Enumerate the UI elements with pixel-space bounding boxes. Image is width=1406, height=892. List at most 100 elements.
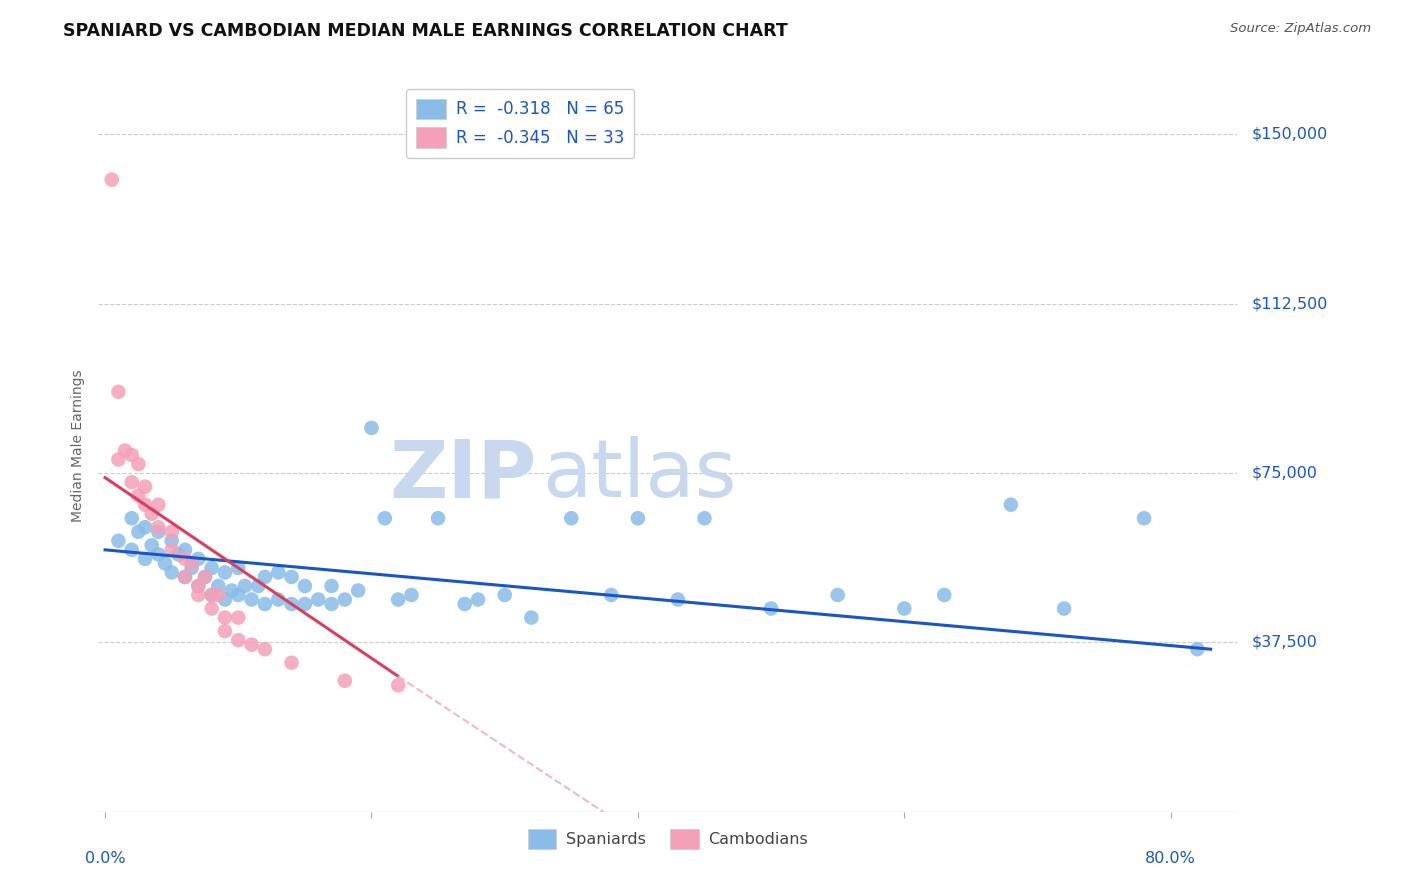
Text: $75,000: $75,000 [1251,466,1317,481]
Point [387,678,409,692]
Point [280,570,302,584]
Point [253,570,276,584]
Point [280,656,302,670]
Point [347,583,370,598]
Point [560,511,582,525]
Point [187,588,209,602]
Point [167,547,190,561]
Text: SPANIARD VS CAMBODIAN MEDIAN MALE EARNINGS CORRELATION CHART: SPANIARD VS CAMBODIAN MEDIAN MALE EARNIN… [63,22,787,40]
Point [627,511,650,525]
Point [153,557,176,571]
Text: $112,500: $112,500 [1251,296,1327,311]
Point [141,507,163,521]
Y-axis label: Median Male Earnings: Median Male Earnings [72,369,86,523]
Point [107,452,129,467]
Point [174,542,197,557]
Point [148,524,170,539]
Text: 0.0%: 0.0% [84,851,125,865]
Point [374,511,396,525]
Point [121,511,143,525]
Point [454,597,477,611]
Point [360,421,382,435]
Point [100,172,122,186]
Point [160,524,183,539]
Point [187,552,209,566]
Point [187,579,209,593]
Legend: Spaniards, Cambodians: Spaniards, Cambodians [522,822,814,855]
Point [1053,601,1076,615]
Point [194,570,217,584]
Point [333,673,356,688]
Point [127,489,149,503]
Text: ZIP: ZIP [389,436,537,515]
Point [174,570,197,584]
Point [1000,498,1022,512]
Point [307,592,329,607]
Point [321,597,343,611]
Point [107,533,129,548]
Point [247,579,270,593]
Point [280,597,302,611]
Point [427,511,450,525]
Point [174,552,197,566]
Text: atlas: atlas [543,436,737,515]
Point [121,475,143,489]
Point [267,566,290,580]
Text: $150,000: $150,000 [1251,127,1327,142]
Point [180,561,202,575]
Point [201,588,224,602]
Point [214,592,236,607]
Point [226,633,249,648]
Point [148,498,170,512]
Point [201,561,224,575]
Text: Source: ZipAtlas.com: Source: ZipAtlas.com [1230,22,1371,36]
Point [187,579,209,593]
Point [520,610,543,624]
Point [207,588,229,602]
Point [1133,511,1156,525]
Point [174,570,197,584]
Text: $37,500: $37,500 [1251,635,1317,650]
Point [134,520,156,534]
Point [214,566,236,580]
Point [467,592,489,607]
Point [387,592,409,607]
Point [160,542,183,557]
Point [160,566,183,580]
Point [194,570,217,584]
Point [253,597,276,611]
Point [127,524,149,539]
Point [267,592,290,607]
Point [134,552,156,566]
Point [221,583,243,598]
Point [600,588,623,602]
Point [226,610,249,624]
Point [127,457,149,471]
Point [121,448,143,462]
Point [214,610,236,624]
Point [160,533,183,548]
Point [294,579,316,593]
Point [1187,642,1209,657]
Point [333,592,356,607]
Point [494,588,516,602]
Point [107,384,129,399]
Point [253,642,276,657]
Point [141,538,163,552]
Point [401,588,423,602]
Point [759,601,782,615]
Point [134,498,156,512]
Point [893,601,915,615]
Point [148,520,170,534]
Point [666,592,689,607]
Point [148,547,170,561]
Point [207,579,229,593]
Point [321,579,343,593]
Point [201,588,224,602]
Point [214,624,236,639]
Point [121,542,143,557]
Point [226,588,249,602]
Point [240,638,263,652]
Point [134,480,156,494]
Point [201,601,224,615]
